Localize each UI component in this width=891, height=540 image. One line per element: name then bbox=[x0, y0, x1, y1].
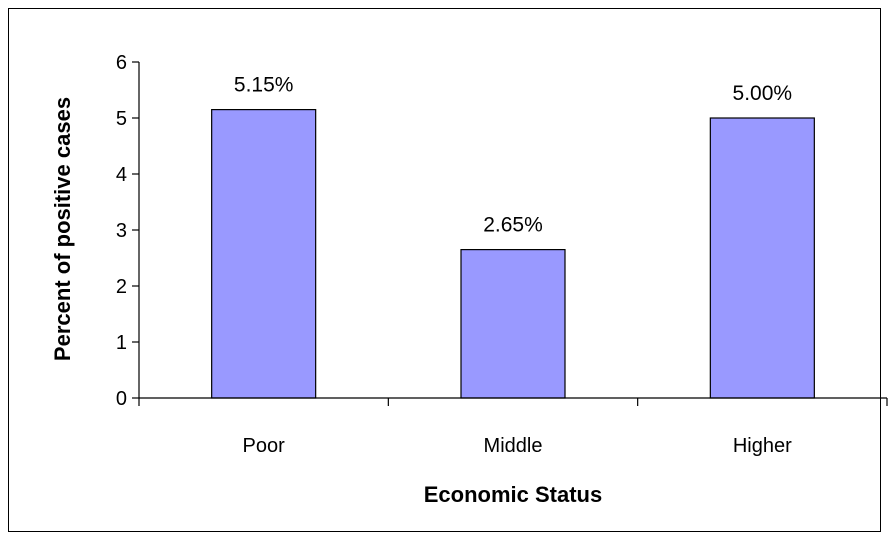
bar-higher bbox=[709, 117, 815, 399]
x-axis-title: Economic Status bbox=[424, 482, 602, 507]
x-tick-label-higher: Higher bbox=[733, 435, 792, 457]
y-tick-label-0: 0 bbox=[116, 388, 127, 410]
bar-poor bbox=[211, 108, 317, 399]
data-label-poor: 5.15% bbox=[234, 74, 294, 97]
data-label-middle: 2.65% bbox=[483, 214, 543, 237]
x-tick-label-poor: Poor bbox=[243, 435, 286, 457]
data-label-higher: 5.00% bbox=[733, 82, 793, 105]
y-tick-label-4: 4 bbox=[116, 164, 127, 186]
y-tick-label-5: 5 bbox=[116, 108, 127, 130]
labels-layer: 5.15% Poor 2.65% Middle 5.00% Higher 0 1 2 3 4 5 6 bbox=[116, 52, 792, 457]
y-tick-label-1: 1 bbox=[116, 332, 127, 354]
bar-middle bbox=[460, 249, 566, 399]
y-axis-title: Percent of positive cases bbox=[50, 97, 75, 361]
bars-layer bbox=[211, 108, 815, 399]
axes-layer bbox=[132, 61, 888, 406]
x-tick-label-middle: Middle bbox=[484, 435, 543, 457]
y-tick-label-3: 3 bbox=[116, 220, 127, 242]
y-tick-label-6: 6 bbox=[116, 52, 127, 74]
y-tick-label-2: 2 bbox=[116, 276, 127, 298]
